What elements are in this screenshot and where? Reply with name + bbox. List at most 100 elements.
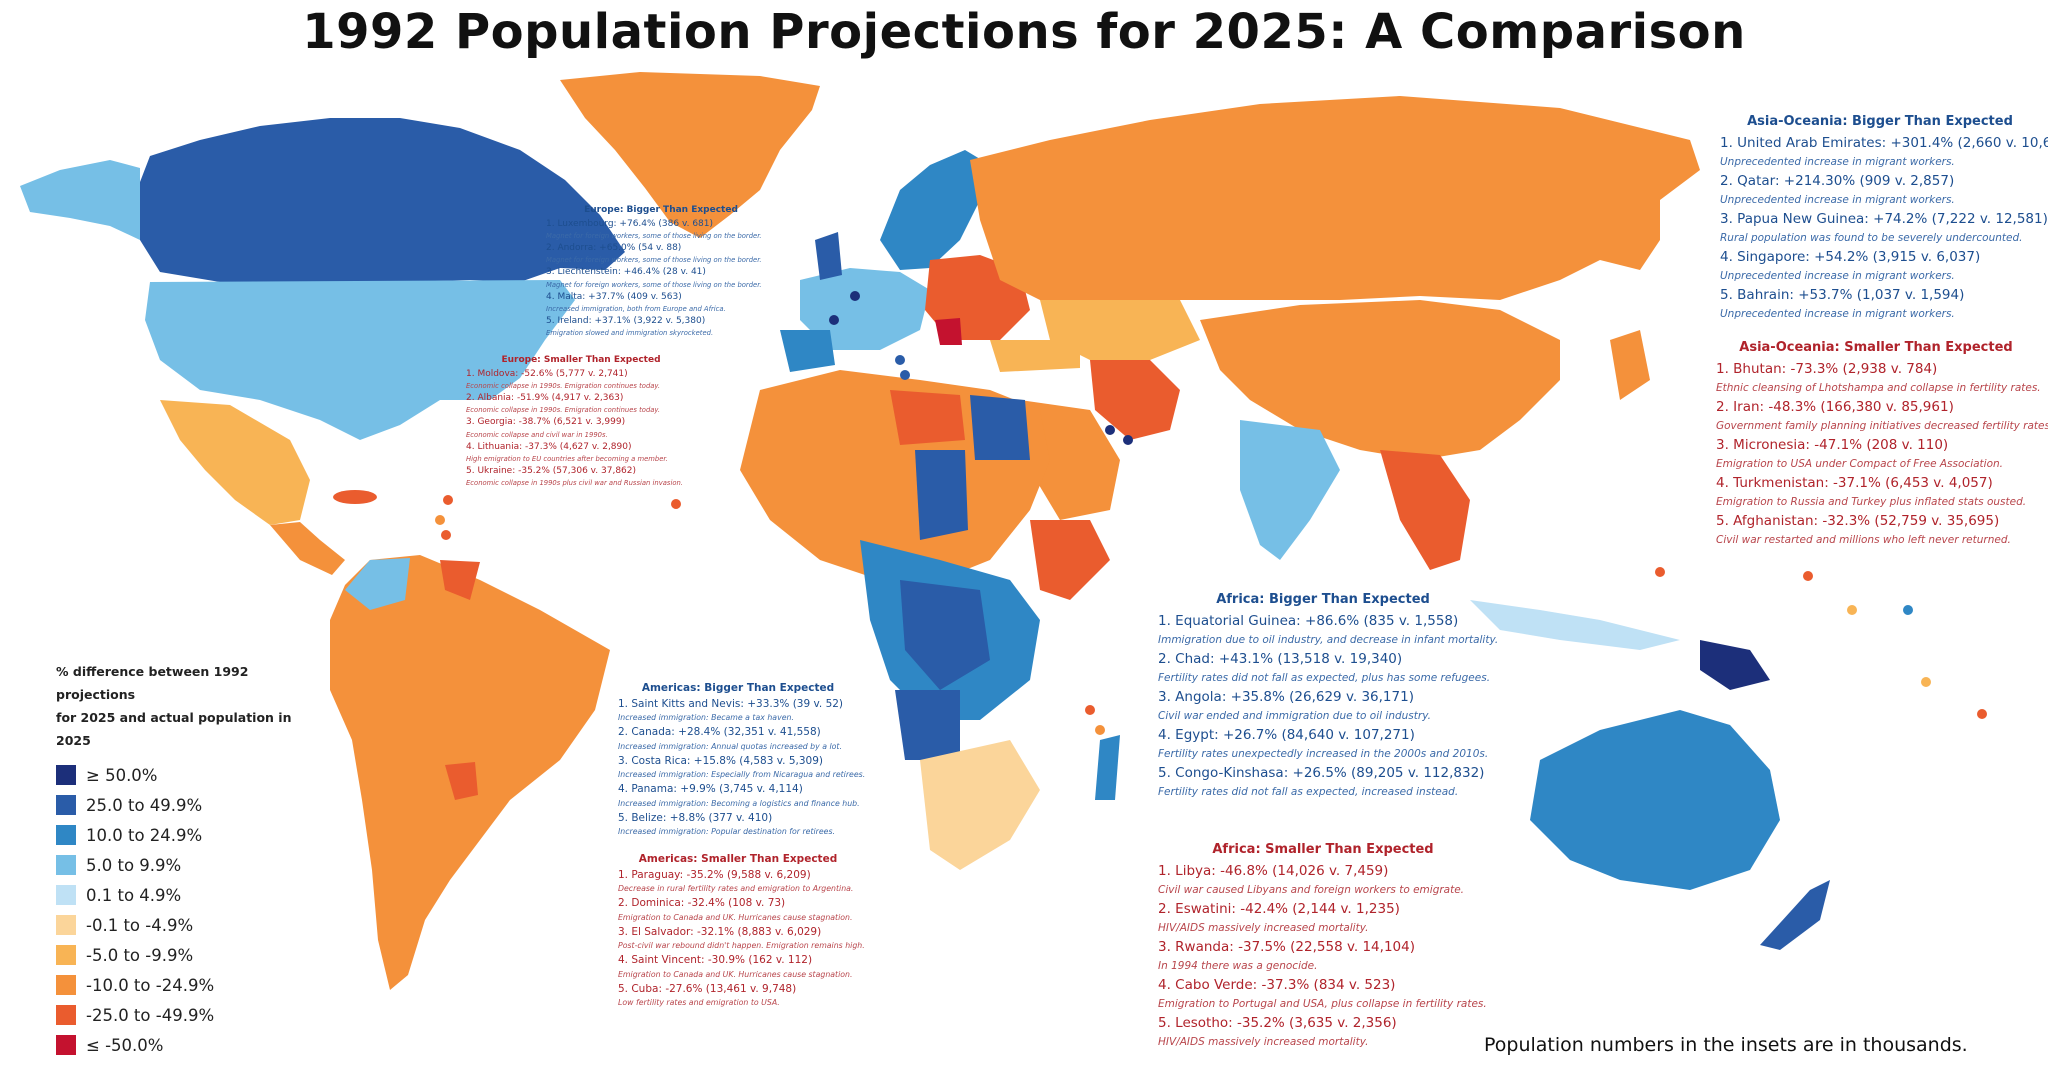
inset-item-note: Magnet for foreign workers, some of thos… bbox=[546, 256, 762, 265]
legend-swatch bbox=[56, 855, 76, 875]
inset-heading: Africa: Bigger Than Expected bbox=[1216, 592, 1430, 607]
inset-item-text: 2. Chad: +43.1% (13,518 v. 19,340) bbox=[1158, 651, 1403, 667]
inset-heading: Americas: Smaller Than Expected bbox=[638, 853, 838, 865]
inset-item-note: Unprecedented increase in migrant worker… bbox=[1720, 194, 1955, 206]
inset-item-text: 4. Saint Vincent: -30.9% (162 v. 112) bbox=[618, 954, 813, 967]
legend-label: -0.1 to -4.9% bbox=[86, 915, 194, 935]
inset-item-note: Unprecedented increase in migrant worker… bbox=[1720, 156, 1955, 168]
inset-item-note: HIV/AIDS massively increased mortality. bbox=[1158, 922, 1369, 934]
mexico bbox=[160, 400, 310, 525]
usa bbox=[145, 280, 575, 440]
footnote: Population numbers in the insets are in … bbox=[1484, 1034, 1968, 1056]
inset-africa-bigger: Africa: Bigger Than Expected 1. Equatori… bbox=[1158, 592, 1499, 802]
inset-item: 1. Paraguay: -35.2% (9,588 v. 6,209) Decr… bbox=[618, 868, 858, 896]
inset-item: 2. Dominica: -32.4% (108 v. 73) Emigratio… bbox=[618, 896, 858, 924]
inset-item-text: 2. Canada: +28.4% (32,351 v. 41,558) bbox=[618, 726, 821, 739]
inset-list: 1. Paraguay: -35.2% (9,588 v. 6,209) Decr… bbox=[618, 868, 865, 1010]
legend-title: % difference between 1992 projections fo… bbox=[56, 660, 316, 752]
inset-item-text: 3. Micronesia: -47.1% (208 v. 110) bbox=[1716, 437, 1949, 453]
inset-item-note: Emigration to Portugal and USA, plus col… bbox=[1158, 998, 1487, 1010]
inset-item: 5. Ukraine: -35.2% (57,306 v. 37,862) Eco… bbox=[466, 465, 696, 489]
inset-item-note: Emigration to USA under Compact of Free … bbox=[1716, 458, 2003, 470]
legend-row: ≤ -50.0% bbox=[56, 1030, 316, 1060]
inset-item-text: 5. Belize: +8.8% (377 v. 410) bbox=[618, 811, 773, 824]
inset-list: 1. Saint Kitts and Nevis: +33.3% (39 v. … bbox=[618, 697, 866, 839]
inset-item-note: Economic collapse in 1990s. Emigration c… bbox=[466, 406, 661, 415]
inset-item-text: 2. Eswatini: -42.4% (2,144 v. 1,235) bbox=[1158, 901, 1400, 917]
island-dot bbox=[1903, 605, 1913, 615]
inset-item-note: HIV/AIDS massively increased mortality. bbox=[1158, 1036, 1369, 1048]
australia bbox=[1530, 710, 1780, 890]
inset-item-note: Magnet for foreign workers, some of thos… bbox=[546, 280, 762, 289]
inset-item: 4. Saint Vincent: -30.9% (162 v. 112) Emi… bbox=[618, 953, 858, 981]
inset-list: 1. Luxembourg: +76.4% (386 v. 681) Magnet… bbox=[546, 218, 776, 339]
inset-item: 1. Moldova: -52.6% (5,777 v. 2,741) Econo… bbox=[466, 368, 696, 392]
madagascar bbox=[1095, 735, 1120, 800]
inset-item-text: 3. Georgia: -38.7% (6,521 v. 3,999) bbox=[466, 417, 626, 428]
inset-item-text: 4. Lithuania: -37.3% (4,627 v. 2,890) bbox=[466, 441, 632, 452]
inset-item-note: Ethnic cleansing of Lhotshampa and colla… bbox=[1716, 382, 2041, 394]
inset-item: 4. Panama: +9.9% (3,745 v. 4,114) Increas… bbox=[618, 782, 860, 810]
legend-title-line1: % difference between 1992 projections bbox=[56, 664, 249, 702]
inset-americas-bigger: Americas: Bigger Than Expected 1. Saint … bbox=[618, 682, 866, 839]
inset-item-note: Increased immigration: Became a tax have… bbox=[618, 713, 794, 723]
inset-item: 2. Andorra: +65.0% (54 v. 88) Magnet for … bbox=[546, 242, 776, 266]
inset-item-note: Fertility rates unexpectedly increased i… bbox=[1158, 748, 1489, 760]
inset-item-text: 2. Qatar: +214.30% (909 v. 2,857) bbox=[1720, 173, 1955, 189]
legend-row: -25.0 to -49.9% bbox=[56, 1000, 316, 1030]
greenland bbox=[560, 72, 820, 238]
inset-item: 3. El Salvador: -32.1% (8,883 v. 6,029) P… bbox=[618, 925, 865, 953]
inset-item: 3. Georgia: -38.7% (6,521 v. 3,999) Econo… bbox=[466, 416, 696, 440]
western-europe bbox=[800, 268, 930, 350]
legend-swatch bbox=[56, 825, 76, 845]
inset-item-note: High emigration to EU countries after be… bbox=[466, 454, 668, 463]
inset-item-text: 1. Moldova: -52.6% (5,777 v. 2,741) bbox=[466, 369, 628, 379]
inset-item-note: Low fertility rates and emigration to US… bbox=[618, 998, 780, 1008]
inset-item: 4. Turkmenistan: -37.1% (6,453 v. 4,057)… bbox=[1716, 474, 2036, 512]
legend-rows: ≥ 50.0% 25.0 to 49.9% 10.0 to 24.9% 5.0 to … bbox=[56, 760, 316, 1060]
inset-item-text: 1. Saint Kitts and Nevis: +33.3% (39 v. … bbox=[618, 698, 844, 710]
paraguay bbox=[445, 762, 478, 800]
inset-item-note: Civil war restarted and millions who lef… bbox=[1716, 534, 2011, 546]
inset-item-note: Civil war caused Libyans and foreign wor… bbox=[1158, 884, 1465, 896]
inset-item-text: 5. Lesotho: -35.2% (3,635 v. 2,356) bbox=[1158, 1015, 1397, 1031]
inset-item: 4. Lithuania: -37.3% (4,627 v. 2,890) Hig… bbox=[466, 441, 696, 465]
legend-swatch bbox=[56, 795, 76, 815]
inset-item-text: 5. Afghanistan: -32.3% (52,759 v. 35,695… bbox=[1716, 513, 2000, 529]
inset-item-text: 1. Equatorial Guinea: +86.6% (835 v. 1,5… bbox=[1158, 613, 1459, 629]
russia bbox=[970, 96, 1700, 300]
legend-swatch bbox=[56, 1005, 76, 1025]
congo-kinshasa bbox=[900, 580, 990, 690]
inset-list: 1. United Arab Emirates: +301.4% (2,660 … bbox=[1720, 134, 2048, 324]
island-dot bbox=[443, 495, 453, 505]
inset-item-note: Emigration to Russia and Turkey plus inf… bbox=[1716, 496, 2027, 508]
legend-row: 10.0 to 24.9% bbox=[56, 820, 316, 850]
inset-item-note: Immigration due to oil industry, and dec… bbox=[1158, 634, 1499, 646]
papua-new-guinea bbox=[1700, 640, 1770, 690]
inset-item-note: Emigration slowed and immigration skyroc… bbox=[546, 329, 714, 338]
island-dot bbox=[1803, 571, 1813, 581]
inset-item-text: 2. Dominica: -32.4% (108 v. 73) bbox=[618, 897, 786, 910]
inset-item: 2. Canada: +28.4% (32,351 v. 41,558) Incr… bbox=[618, 725, 858, 753]
inset-europe-bigger: Europe: Bigger Than Expected 1. Luxembou… bbox=[546, 205, 776, 339]
island-dot bbox=[1105, 425, 1115, 435]
inset-item-note: Increased immigration: Especially from N… bbox=[618, 770, 866, 780]
island-dot bbox=[1085, 705, 1095, 715]
inset-item-note: Increased immigration: Annual quotas inc… bbox=[618, 741, 842, 751]
saudi-arabia bbox=[1020, 400, 1120, 520]
inset-item-text: 2. Andorra: +65.0% (54 v. 88) bbox=[546, 243, 682, 254]
island-dot bbox=[1977, 709, 1987, 719]
island-dot bbox=[1847, 605, 1857, 615]
inset-item: 5. Afghanistan: -32.3% (52,759 v. 35,695… bbox=[1716, 512, 2036, 550]
angola bbox=[895, 690, 960, 760]
island-dot bbox=[895, 355, 905, 365]
venezuela bbox=[440, 560, 480, 600]
inset-item: 3. Angola: +35.8% (26,629 v. 36,171) Civi… bbox=[1158, 688, 1488, 726]
legend-swatch bbox=[56, 945, 76, 965]
legend-swatch bbox=[56, 975, 76, 995]
inset-item-note: Post-civil war rebound didn't happen. Em… bbox=[618, 941, 865, 951]
indonesia bbox=[1470, 600, 1680, 650]
inset-item-text: 3. Liechtenstein: +46.4% (28 v. 41) bbox=[546, 267, 706, 278]
island-dot bbox=[829, 315, 839, 325]
